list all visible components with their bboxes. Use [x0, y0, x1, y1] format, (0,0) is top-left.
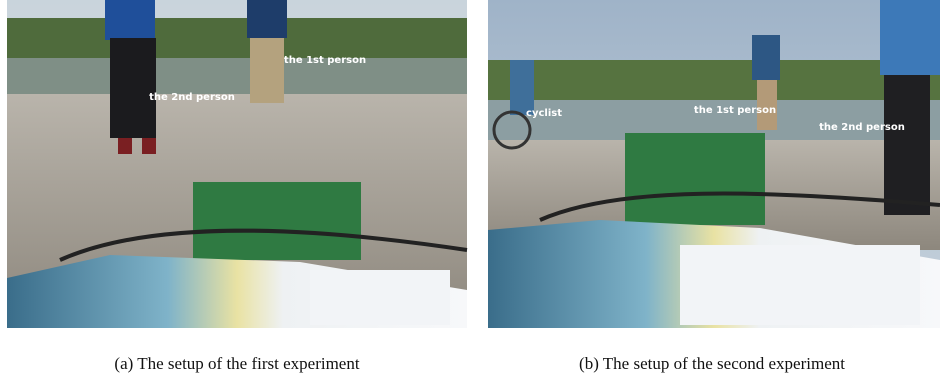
photo-label: the 2nd person [819, 122, 905, 133]
photo-label: cyclist [526, 108, 562, 119]
photo-label: the 1st person [694, 105, 776, 116]
photo-b [488, 0, 940, 328]
caption: (b) The setup of the second experiment [579, 354, 845, 373]
photo-label: the 2nd person [149, 92, 235, 103]
photo-a [7, 0, 467, 328]
figure: the 1st person the 2nd person cyclist th… [0, 0, 940, 391]
caption: (a) The setup of the first experiment [114, 354, 359, 373]
photo-label: the 1st person [284, 55, 366, 66]
